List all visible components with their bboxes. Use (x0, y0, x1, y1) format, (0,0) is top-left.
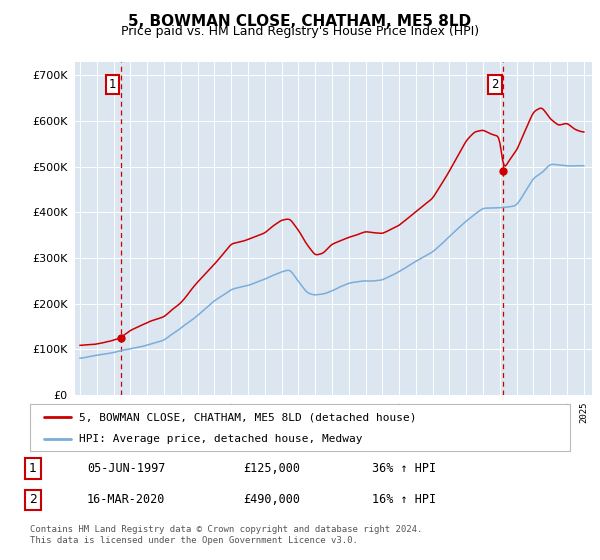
Text: 1: 1 (29, 462, 37, 475)
Text: HPI: Average price, detached house, Medway: HPI: Average price, detached house, Medw… (79, 434, 362, 444)
Text: 5, BOWMAN CLOSE, CHATHAM, ME5 8LD (detached house): 5, BOWMAN CLOSE, CHATHAM, ME5 8LD (detac… (79, 412, 416, 422)
Text: 16% ↑ HPI: 16% ↑ HPI (372, 493, 436, 506)
Text: 5, BOWMAN CLOSE, CHATHAM, ME5 8LD: 5, BOWMAN CLOSE, CHATHAM, ME5 8LD (128, 14, 472, 29)
Text: 36% ↑ HPI: 36% ↑ HPI (372, 462, 436, 475)
Text: £125,000: £125,000 (243, 462, 300, 475)
Text: 1: 1 (109, 78, 116, 91)
Text: 16-MAR-2020: 16-MAR-2020 (87, 493, 166, 506)
Text: Price paid vs. HM Land Registry's House Price Index (HPI): Price paid vs. HM Land Registry's House … (121, 25, 479, 38)
Text: 05-JUN-1997: 05-JUN-1997 (87, 462, 166, 475)
Text: 2: 2 (491, 78, 499, 91)
Text: £490,000: £490,000 (243, 493, 300, 506)
Text: Contains HM Land Registry data © Crown copyright and database right 2024.
This d: Contains HM Land Registry data © Crown c… (30, 525, 422, 545)
Text: 2: 2 (29, 493, 37, 506)
